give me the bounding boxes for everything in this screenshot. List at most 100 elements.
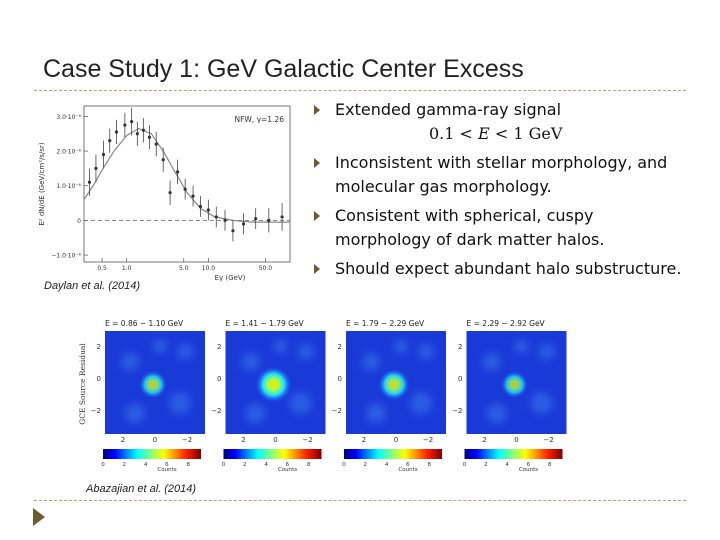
heatmap-texture: [241, 352, 260, 371]
colorbar: [223, 449, 322, 459]
data-point: [198, 204, 203, 209]
bullet-arrow-icon: [314, 264, 320, 274]
panel-x-tick-label: 0: [273, 436, 277, 444]
colorbar-tick-label: 2: [484, 462, 488, 468]
panel-y-tick-label: 2: [97, 343, 101, 351]
bullet-substructure: Should expect abundant halo substructure…: [312, 257, 692, 281]
colorbar-tick-label: 0: [222, 462, 226, 468]
data-point: [123, 123, 127, 127]
plot-frame: [83, 105, 291, 263]
data-point: [87, 180, 92, 184]
data-point: [108, 139, 112, 143]
heatmap-texture: [482, 352, 501, 371]
colorbar-label: Counts: [398, 467, 417, 473]
bullet-text: Consistent with spherical, cuspy morphol…: [335, 206, 605, 249]
panel-x-tick-label: 2: [362, 436, 366, 444]
residual-maps: GCE Source Residual E = 0.86 − 1.10 GeV 2 0…: [78, 319, 567, 473]
panel-y-tick-label: −2: [332, 407, 342, 415]
panel-energy-label: E = 1.79 − 2.29 GeV: [346, 319, 425, 328]
spectrum-chart: −1.0·10⁻⁶ 0 1.0·10⁻⁶ 2.0·10⁻⁶ 3.0·10⁻⁶ 0.5 1.0…: [38, 105, 291, 282]
colorbar: [464, 449, 563, 459]
colorbar-tick-label: 8: [186, 462, 190, 468]
panel-energy-label: E = 1.41 − 1.79 GeV: [226, 319, 305, 328]
heatmap-texture: [289, 392, 312, 415]
panel-y-tick-label: 2: [217, 343, 221, 351]
colorbar-tick-label: 6: [527, 462, 531, 468]
data-point: [214, 215, 218, 219]
heatmap-texture: [366, 403, 386, 424]
y-tick-label: 0: [77, 218, 81, 225]
bullet-arrow-icon: [314, 105, 320, 115]
colorbar-tick-label: 2: [364, 462, 368, 468]
heatmap-texture: [121, 352, 139, 371]
colorbar-tick-label: 0: [463, 462, 467, 468]
panel-y-tick-label: 2: [338, 343, 342, 351]
colorbar-tick-label: 0: [101, 462, 105, 468]
panel-x-tick-label: −2: [302, 436, 312, 444]
panel-y-tick-label: 0: [217, 375, 221, 383]
bullet-inconsistent: Inconsistent with stellar morphology, an…: [312, 151, 692, 199]
data-point: [147, 135, 152, 139]
bullet-consistent: Consistent with spherical, cuspy morphol…: [312, 204, 692, 252]
panel-x-tick-label: 0: [514, 436, 518, 444]
colorbar-tick-label: 4: [385, 462, 389, 468]
data-point: [254, 217, 258, 221]
colorbar: [344, 449, 442, 459]
model-annotation: NFW, γ=1.26: [234, 115, 284, 124]
panel-y-tick-label: 0: [338, 375, 342, 383]
heatmap-texture: [486, 403, 507, 424]
panel-energy-label: E = 0.86 − 1.10 GeV: [105, 319, 184, 328]
panel-energy-label: E = 2.29 − 2.92 GeV: [467, 319, 546, 328]
x-tick-label: 0.5: [97, 265, 107, 272]
x-tick-label: 5.0: [179, 265, 189, 272]
bullet-text: Extended gamma-ray signal: [335, 100, 562, 119]
y-tick-label: 1.0·10⁻⁶: [56, 183, 81, 190]
maps-caption: Abazajian et al. (2014): [86, 483, 197, 495]
colorbar-tick-label: 2: [123, 462, 127, 468]
heatmap-texture: [394, 339, 408, 354]
y-tick-label: −1.0·10⁻⁶: [51, 253, 81, 260]
heatmap-texture: [245, 403, 266, 424]
colorbar-tick-label: 2: [243, 462, 247, 468]
panel-y-tick-label: −2: [211, 407, 221, 415]
panel-x-tick-label: −2: [423, 436, 433, 444]
colorbar-tick-label: 6: [165, 462, 169, 468]
slide-title: Case Study 1: GeV Galactic Center Excess: [43, 55, 524, 83]
energy-range-formula: 0.1 < E < 1 GeV: [429, 124, 563, 143]
colorbar-label: Counts: [278, 467, 297, 473]
panel-x-tick-label: 2: [121, 436, 125, 444]
heatmap-texture: [514, 339, 529, 354]
panel-x-tick-label: 0: [394, 436, 398, 444]
panel-x-tick-label: 2: [241, 436, 245, 444]
heatmap-texture: [418, 343, 434, 360]
heatmap-texture: [125, 403, 145, 424]
excess-blob: [378, 368, 410, 401]
x-tick-label: 10.0: [202, 265, 216, 272]
excess-blob: [255, 366, 292, 403]
bullet-text: Inconsistent with stellar morphology, an…: [335, 153, 668, 196]
colorbar-tick-label: 8: [307, 462, 311, 468]
excess-blob: [501, 371, 528, 399]
y-tick-label: 3.0·10⁻⁶: [56, 114, 81, 121]
bullet-list: Extended gamma-ray signal 0.1 < E < 1 Ge…: [312, 98, 692, 286]
bullet-text: Should expect abundant halo substructure…: [335, 259, 682, 278]
colorbar-tick-label: 8: [548, 462, 552, 468]
colorbar-tick-label: 6: [286, 462, 290, 468]
panel-x-tick-label: 0: [153, 436, 157, 444]
footer-divider: [34, 500, 686, 501]
data-point: [94, 166, 98, 170]
bullet-arrow-icon: [314, 158, 320, 168]
panel-y-tick-label: 2: [458, 343, 462, 351]
panel-y-tick-label: 0: [458, 375, 462, 383]
data-point: [101, 152, 106, 157]
colorbar-tick-label: 4: [264, 462, 268, 468]
colorbar-label: Counts: [157, 467, 176, 473]
panel-y-tick-label: −2: [452, 407, 462, 415]
colorbar: [103, 449, 201, 459]
data-point: [168, 191, 172, 195]
data-point: [206, 208, 210, 212]
panel-x-tick-label: −2: [543, 436, 553, 444]
colorbar-tick-label: 4: [505, 462, 509, 468]
spectrum-caption: Daylan et al. (2014): [44, 280, 140, 292]
data-point: [267, 218, 271, 222]
